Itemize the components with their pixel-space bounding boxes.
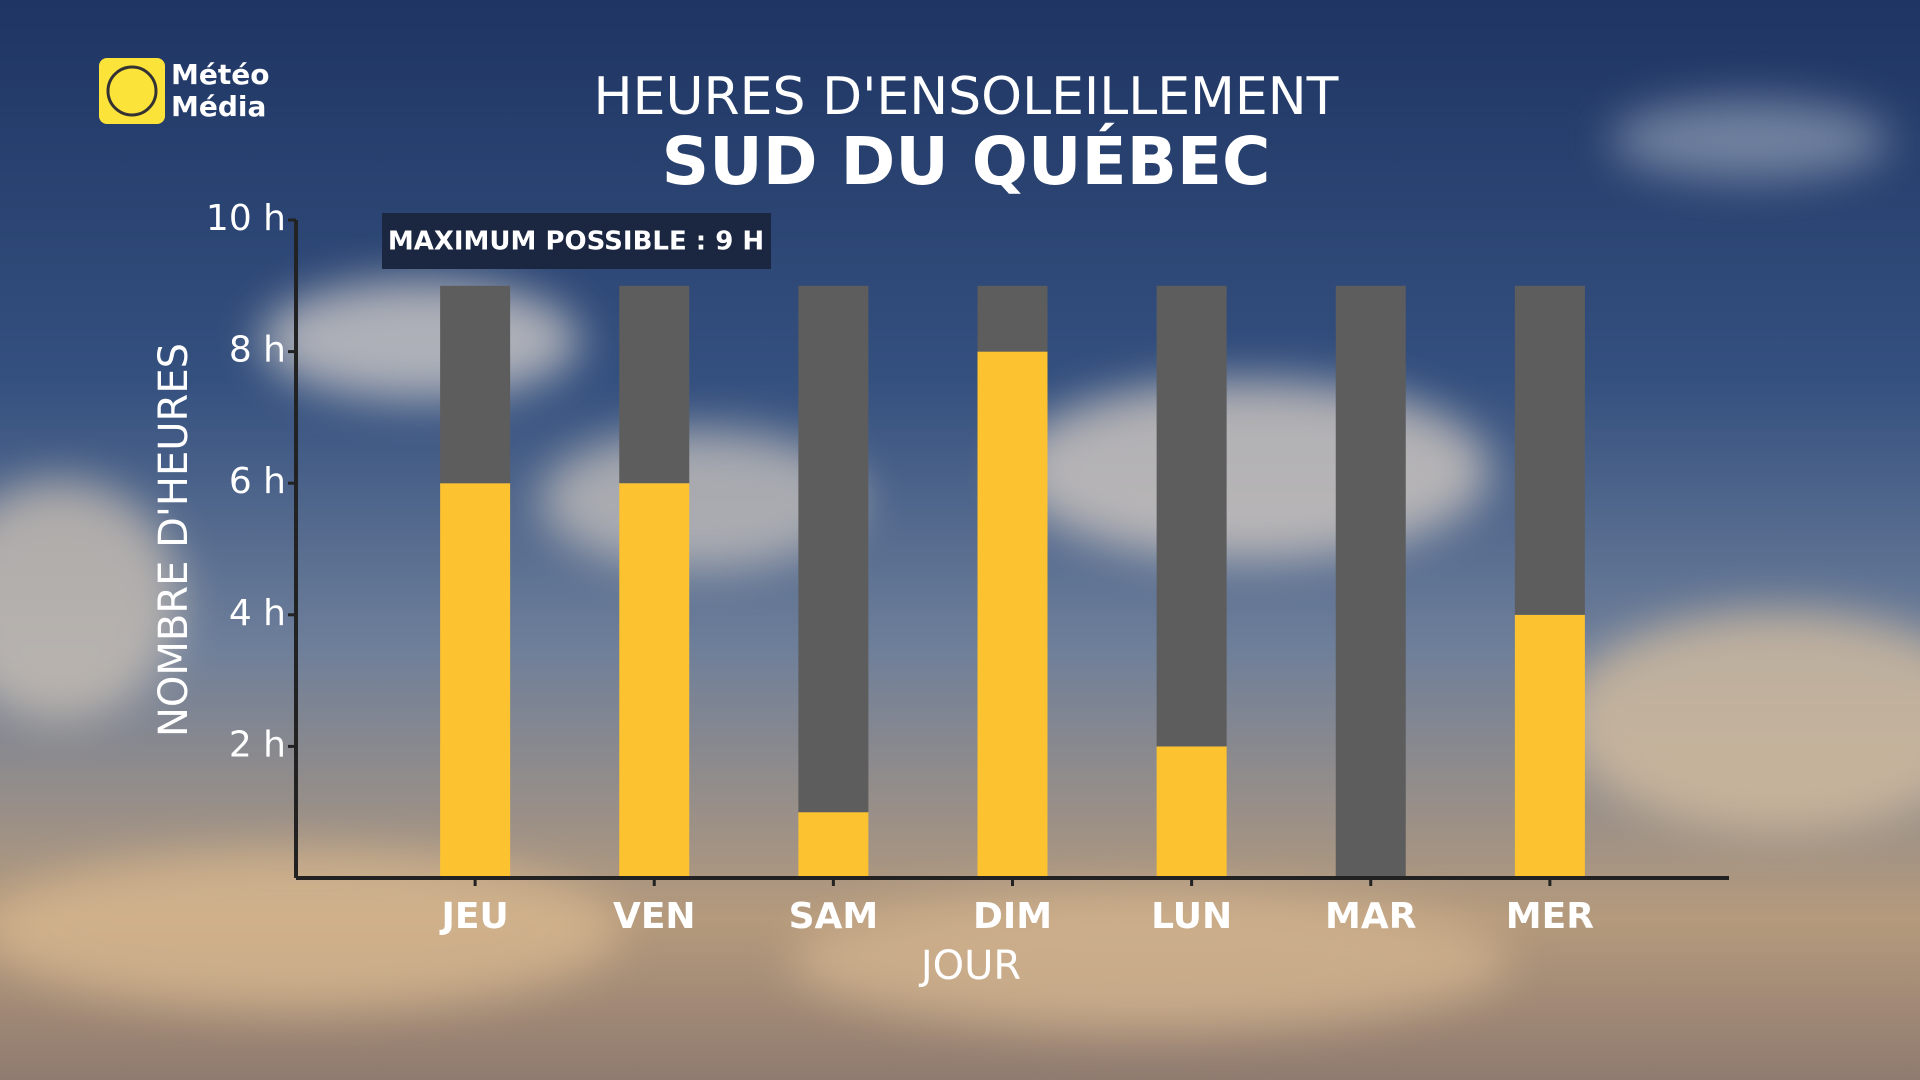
bar-segment xyxy=(1514,285,1585,615)
x-tick-label: SAM xyxy=(789,896,879,937)
bar-segment xyxy=(440,483,511,878)
bar-segment xyxy=(1514,614,1585,878)
y-tick-label: 6 h xyxy=(229,461,286,502)
chart-title: HEURES D'ENSOLEILLEMENT xyxy=(594,67,1339,127)
x-tick-label: LUN xyxy=(1151,896,1232,937)
y-tick-label: 4 h xyxy=(229,593,286,634)
y-tick-label: 2 h xyxy=(229,724,286,765)
y-tick-label: 8 h xyxy=(229,330,286,371)
annotation-box xyxy=(382,213,771,269)
bar-segment xyxy=(619,483,690,878)
x-tick-label: MAR xyxy=(1325,896,1416,937)
annotation-text: MAXIMUM POSSIBLE : 9 H xyxy=(388,227,764,257)
bar-segment xyxy=(1335,285,1406,878)
plot: 2 h 4 h 6 h 8 h 10 h JEU VEN SAM DIM LUN MAR MER xyxy=(206,198,1729,937)
brand-line: Média xyxy=(171,90,266,123)
bar-segment xyxy=(977,351,1048,879)
bar-segment xyxy=(977,285,1048,352)
x-tick-label: JEU xyxy=(439,896,509,937)
x-axis-label: JOUR xyxy=(918,943,1021,989)
logo: Météo Média xyxy=(99,58,269,124)
x-tick-label: MER xyxy=(1506,896,1594,937)
bar-segment xyxy=(440,285,511,484)
x-tick-label: DIM xyxy=(973,896,1052,937)
bar-segment xyxy=(619,285,690,484)
annotation: MAXIMUM POSSIBLE : 9 H xyxy=(382,213,771,269)
chart-subtitle: SUD DU QUÉBEC xyxy=(662,122,1271,200)
x-tick-label: VEN xyxy=(613,896,696,937)
y-axis-label: NOMBRE D'HEURES xyxy=(151,343,197,737)
bar-segment xyxy=(1156,285,1227,747)
logo-globe xyxy=(106,65,158,117)
bar-segment xyxy=(1156,746,1227,878)
bar-segment xyxy=(798,812,869,878)
brand-line: Météo xyxy=(171,58,269,91)
bar-segment xyxy=(798,285,869,813)
y-tick-label: 10 h xyxy=(206,198,286,239)
